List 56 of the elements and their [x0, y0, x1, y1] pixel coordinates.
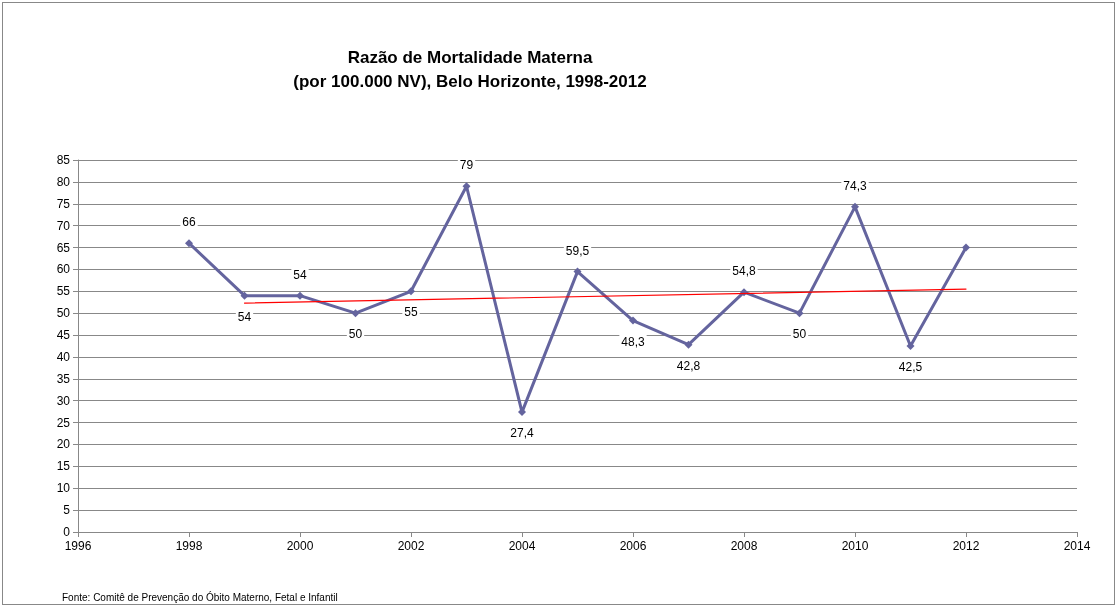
x-tick-label: 2010 — [841, 539, 869, 553]
y-tick-label: 5 — [63, 503, 71, 518]
data-label: 59,5 — [565, 243, 590, 258]
data-label: 50 — [792, 327, 807, 342]
point — [296, 291, 304, 300]
y-tick-label: 15 — [56, 459, 71, 474]
y-tick-label: 35 — [56, 371, 71, 386]
y-tick-label: 75 — [56, 196, 71, 211]
y-tick-label: 80 — [56, 174, 71, 189]
data-label: 74,3 — [843, 178, 867, 193]
point — [851, 202, 859, 211]
x-tick-label: 2004 — [508, 539, 536, 553]
y-tick-label: 65 — [56, 240, 71, 255]
y-tick-label: 55 — [56, 284, 71, 299]
x-tick-label: 2012 — [952, 539, 980, 553]
data-label: 27,4 — [510, 426, 534, 441]
data-label: 54,8 — [732, 264, 756, 279]
y-tick-label: 45 — [56, 328, 71, 343]
y-tick-label: 50 — [56, 306, 71, 321]
data-label: 42,8 — [676, 358, 701, 373]
data-label: 55 — [404, 305, 418, 320]
x-tick-label: 2006 — [619, 539, 647, 553]
point — [906, 342, 915, 350]
x-tick-label: 1998 — [175, 539, 203, 553]
point — [795, 309, 804, 318]
y-tick-label: 25 — [56, 415, 71, 430]
x-tick-label: 2002 — [397, 539, 425, 553]
point — [185, 239, 193, 248]
point — [240, 291, 249, 300]
x-tick-label: 2008 — [730, 539, 758, 553]
y-tick-label: 40 — [56, 349, 71, 364]
data-label: 48,3 — [621, 334, 645, 349]
x-tick-label: 2014 — [1063, 539, 1091, 553]
source-note: Fonte: Comitê de Prevenção do Óbito Materno, Fetal e Infantil — [62, 590, 338, 603]
point — [629, 316, 637, 325]
y-tick-label: 0 — [63, 525, 71, 539]
y-tick-label: 20 — [56, 437, 71, 452]
chart-title: Razão de Mortalidade Materna (por 100.000 NV), Belo Horizonte, 1998-2012 — [293, 47, 647, 91]
data-label: 50 — [348, 327, 363, 342]
point — [407, 287, 415, 296]
point — [684, 340, 693, 349]
y-tick-label: 85 — [56, 153, 71, 167]
data-label: 79 — [459, 158, 474, 173]
data-label: 66 — [182, 215, 196, 230]
data-label: 42,5 — [898, 360, 923, 374]
y-tick-label: 60 — [56, 262, 71, 277]
y-tick-label: 30 — [56, 393, 71, 408]
y-tick-label: 70 — [56, 218, 71, 233]
point — [351, 309, 360, 318]
y-tick-label: 10 — [56, 481, 71, 496]
data-label: 54 — [237, 309, 252, 324]
point — [573, 267, 582, 276]
point — [962, 243, 970, 252]
data-label: 54 — [293, 267, 307, 282]
x-tick-label: 1996 — [64, 539, 92, 553]
x-tick-label: 2000 — [286, 539, 314, 553]
